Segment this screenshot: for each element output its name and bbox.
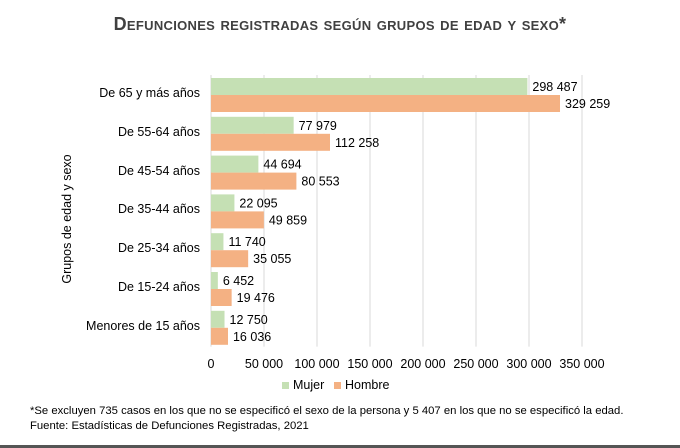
y-axis-title: Grupos de edad y sexo <box>60 154 74 284</box>
y-tick-label: De 15-24 años <box>117 280 200 294</box>
x-tick-label: 350 000 <box>559 357 604 371</box>
y-tick-label: Menores de 15 años <box>86 318 200 333</box>
bar-hombre <box>211 211 264 229</box>
chart-title: Defunciones registradas según grupos de … <box>113 14 567 34</box>
data-label: 49 859 <box>269 213 307 227</box>
data-label: 44 694 <box>263 158 301 172</box>
bottom-border <box>0 445 680 448</box>
bar-mujer <box>211 272 218 289</box>
bar-mujer <box>211 78 528 95</box>
legend-swatch-hombre <box>334 381 341 389</box>
data-label: 19 476 <box>237 291 275 305</box>
data-label: 6 452 <box>223 274 254 288</box>
bar-hombre <box>211 133 330 151</box>
y-tick-label: De 55-64 años <box>117 124 200 139</box>
legend-label-mujer: Mujer <box>293 378 325 392</box>
x-tick-label: 50 000 <box>245 357 283 371</box>
bar-hombre <box>211 250 249 268</box>
source-note: Fuente: Estadísticas de Defunciones Regi… <box>30 420 309 432</box>
x-tick-label: 200 000 <box>400 357 445 371</box>
legend-label-hombre: Hombre <box>345 378 390 392</box>
x-tick-label: 100 000 <box>294 357 339 371</box>
data-label: 16 036 <box>233 330 271 344</box>
y-tick-label: De 35-44 años <box>117 202 200 217</box>
bar-mujer <box>211 194 235 212</box>
data-label: 22 095 <box>239 196 277 210</box>
data-label: 12 750 <box>230 313 268 327</box>
x-tick-label: 0 <box>208 357 215 371</box>
data-label: 329 259 <box>565 97 610 111</box>
bar-mujer <box>211 116 294 134</box>
y-tick-label: De 65 y más años <box>99 86 200 100</box>
data-label: 11 740 <box>228 235 265 249</box>
legend-item-hombre: Hombre <box>334 378 389 392</box>
bar-hombre <box>211 289 232 306</box>
x-tick-label: 150 000 <box>347 357 392 371</box>
bar-hombre <box>211 327 228 345</box>
bar-mujer <box>211 233 224 251</box>
data-label: 80 553 <box>301 175 339 189</box>
data-label: 35 055 <box>253 252 291 266</box>
legend-swatch-mujer <box>282 381 289 389</box>
data-label: 298 487 <box>532 80 577 94</box>
bar-hombre <box>211 172 297 190</box>
x-tick-label: 300 000 <box>506 357 551 371</box>
y-tick-label: De 25-34 años <box>117 241 200 256</box>
data-label: 112 258 <box>335 136 379 150</box>
data-label: 77 979 <box>299 119 337 133</box>
y-tick-label: De 45-54 años <box>117 163 200 178</box>
bar-hombre <box>211 95 561 112</box>
bar-mujer <box>211 310 225 328</box>
x-tick-label: 250 000 <box>453 357 498 371</box>
footnote: *Se excluyen 735 casos en los que no se … <box>30 405 624 417</box>
bar-mujer <box>211 155 259 173</box>
legend-item-mujer: Mujer <box>282 378 324 392</box>
